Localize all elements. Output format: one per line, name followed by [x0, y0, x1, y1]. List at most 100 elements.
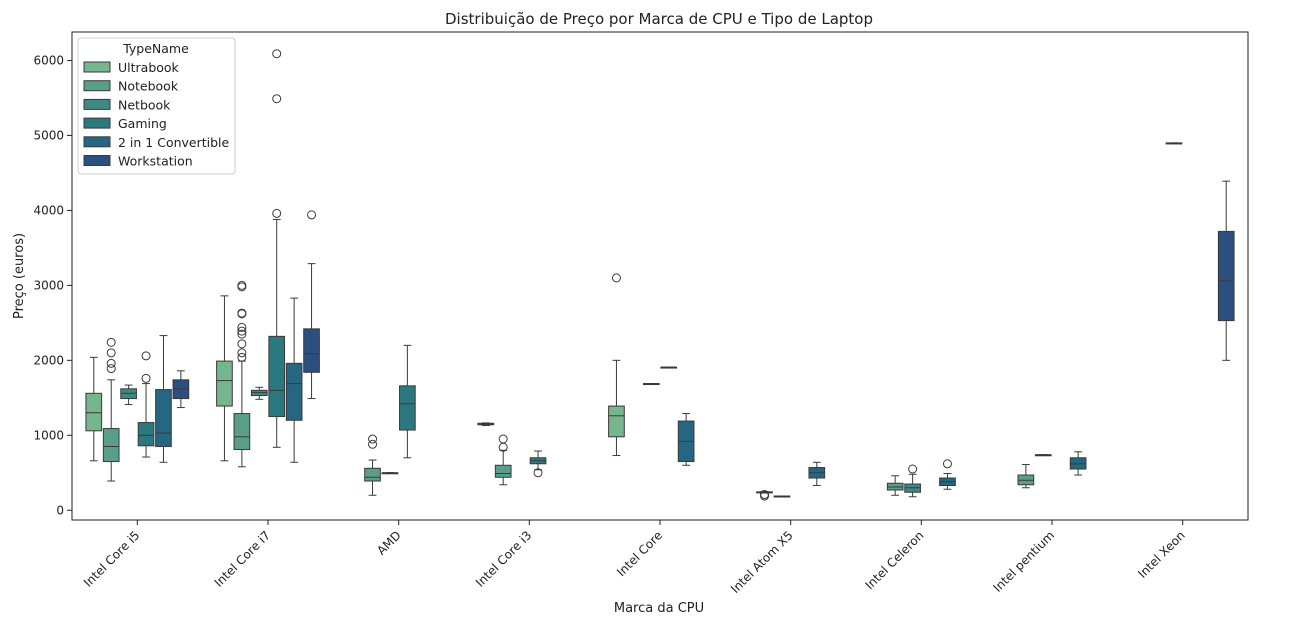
x-tick-label: Intel Core i7: [212, 528, 273, 589]
box-notebook: [1017, 464, 1035, 489]
box-ultrabook: [608, 273, 625, 457]
legend-title: TypeName: [122, 41, 189, 56]
legend-label: Notebook: [118, 79, 179, 94]
y-axis-label: Preço (euros): [12, 233, 27, 319]
outlier-point: [141, 351, 151, 361]
boxes-layer: [85, 49, 1235, 501]
outlier-point: [368, 439, 378, 449]
x-tick-label: Intel Xeon: [1135, 528, 1188, 581]
box-netbook: [904, 464, 921, 498]
box-ultrabook: [85, 356, 103, 462]
box-notebook: [364, 434, 381, 496]
outlier-point: [237, 280, 247, 290]
outlier-point: [533, 468, 543, 478]
outlier-point: [106, 337, 116, 347]
box-2-in-1-convertible: [155, 335, 172, 463]
box-workstation: [1217, 180, 1235, 361]
box-2-in-1-convertible: [677, 413, 695, 466]
legend-swatch: [83, 155, 111, 166]
y-tick-label: 4000: [33, 203, 64, 217]
box-2-in-1-convertible: [808, 461, 826, 487]
x-tick-label: Intel Core: [614, 528, 665, 579]
box-netbook: [381, 472, 399, 475]
iqr-box: [268, 335, 286, 418]
x-axis: Intel Core i5 Intel Core i7 AMD Intel Core …: [81, 520, 1188, 596]
x-tick-label: Intel Celeron: [862, 528, 926, 592]
box-notebook: [102, 337, 120, 482]
box-gaming: [399, 344, 416, 459]
iqr-box: [608, 405, 625, 438]
chart-title: Distribuição de Preço por Marca de CPU e…: [445, 10, 873, 28]
box-notebook: [494, 434, 512, 486]
outlier-point: [237, 352, 247, 362]
box-2-in-1-convertible: [285, 297, 303, 463]
outlier-point: [141, 373, 151, 383]
legend-swatch: [83, 80, 111, 92]
legend-swatch: [83, 61, 111, 73]
outlier-point: [368, 434, 378, 444]
outlier-point: [272, 94, 282, 104]
outlier-point: [908, 464, 918, 474]
iqr-box: [399, 385, 416, 431]
outlier-point: [237, 326, 247, 336]
x-tick-label: AMD: [374, 528, 404, 558]
outlier-point: [106, 364, 116, 374]
iqr-box: [285, 362, 303, 421]
legend-swatch: [83, 98, 111, 110]
iqr-box: [137, 422, 155, 447]
box-notebook: [756, 490, 773, 501]
box-2-in-1-convertible: [939, 459, 956, 490]
legend-swatch: [83, 136, 111, 148]
y-axis: 0 1000 2000 3000 4000 5000 6000: [33, 53, 72, 517]
legend-label: 2 in 1 Convertible: [118, 135, 230, 150]
x-tick-label: Intel Core i5: [81, 528, 142, 589]
outlier-point: [272, 49, 282, 59]
iqr-box: [233, 413, 251, 451]
outlier-point: [611, 273, 621, 283]
plot-area: [71, 31, 1249, 521]
legend-label: Workstation: [118, 154, 193, 169]
iqr-box: [102, 428, 120, 463]
box-gaming: [268, 49, 286, 448]
x-tick-label: Intel Atom X5: [728, 528, 796, 596]
outlier-point: [272, 208, 282, 218]
y-tick-label: 5000: [33, 128, 64, 142]
box-gaming: [137, 351, 155, 458]
outlier-point: [237, 322, 247, 332]
y-tick-label: 3000: [33, 278, 64, 292]
box-netbook: [773, 495, 791, 498]
box-notebook: [886, 475, 904, 496]
x-axis-label: Marca da CPU: [614, 601, 704, 616]
outlier-point: [237, 348, 247, 358]
outlier-point: [237, 339, 247, 349]
outlier-point: [307, 210, 317, 220]
x-tick-label: Intel pentium: [990, 528, 1057, 595]
box-netbook: [642, 383, 660, 386]
outlier-point: [106, 358, 116, 368]
iqr-box: [364, 467, 381, 482]
legend: TypeName Ultrabook Notebook Netbook Gaming 2…: [77, 37, 236, 175]
outlier-point: [237, 329, 247, 339]
box-gaming: [660, 366, 678, 369]
iqr-box: [85, 392, 103, 432]
legend-label: Ultrabook: [118, 60, 180, 75]
box-netbook: [1165, 142, 1183, 145]
outlier-point: [760, 490, 770, 500]
box-netbook: [120, 384, 137, 406]
iqr-box: [155, 389, 172, 448]
legend-frame: [77, 37, 236, 175]
outlier-point: [498, 434, 508, 444]
iqr-box: [494, 464, 512, 478]
iqr-box: [216, 360, 233, 407]
legend-label: Netbook: [118, 97, 171, 112]
legend-swatch: [83, 117, 111, 129]
box-2-in-1-convertible: [1069, 451, 1087, 476]
iqr-box: [1217, 230, 1235, 322]
iqr-box: [303, 328, 320, 373]
box-netbook: [250, 386, 268, 400]
y-tick-label: 0: [56, 503, 64, 517]
box-ultrabook: [216, 295, 233, 462]
outlier-point: [942, 459, 952, 469]
box-workstation: [172, 370, 190, 409]
